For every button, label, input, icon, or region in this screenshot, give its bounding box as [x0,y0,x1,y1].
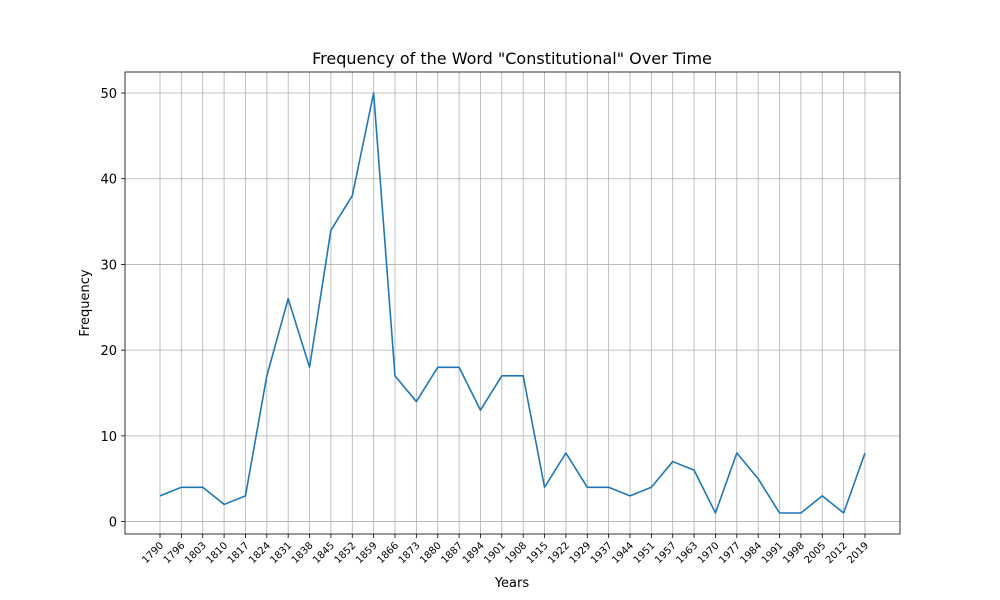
x-tick-label: 1957 [653,540,679,566]
x-axis-ticks: 1790179618031810181718241831183818451852… [140,534,871,566]
x-tick-label: 1937 [589,540,615,566]
series-line [159,92,866,514]
plot-frame [124,71,901,535]
x-tick-label: 1796 [162,540,188,566]
x-tick-label: 1824 [247,540,273,566]
x-tick-label: 1929 [568,540,594,566]
x-tick-label: 1984 [739,540,765,566]
x-tick-label: 1922 [546,540,572,566]
x-tick-label: 1970 [696,540,722,566]
y-tick-label: 0 [109,516,117,531]
y-axis-label: Frequency [78,269,93,336]
x-tick-label: 1873 [397,540,423,566]
y-tick-label: 50 [100,87,117,102]
x-tick-label: 1845 [311,540,337,566]
y-axis-ticks: 0 10 20 30 40 50 [100,87,125,531]
x-tick-label: 1810 [204,540,230,566]
x-tick-label: 1790 [140,540,166,566]
x-tick-label: 1977 [717,540,743,566]
x-tick-label: 1991 [760,540,786,566]
y-tick-label: 30 [100,258,117,273]
x-tick-label: 1852 [333,540,359,566]
x-tick-label: 1803 [183,540,209,566]
x-axis-label: Years [494,576,530,591]
y-tick-label: 40 [100,173,117,188]
y-tick-label: 20 [100,344,117,359]
x-tick-label: 1859 [354,540,380,566]
x-tick-label: 2019 [845,540,871,566]
x-tick-label: 1880 [418,540,444,566]
x-tick-label: 1944 [610,540,636,566]
x-tick-label: 1894 [461,540,487,566]
x-tick-label: 1838 [290,540,316,566]
x-tick-label: 1817 [226,540,252,566]
chart-title: Frequency of the Word "Constitutional" O… [312,49,712,68]
x-tick-label: 1887 [439,540,465,566]
x-tick-label: 1908 [504,540,530,566]
y-tick-label: 10 [100,430,117,445]
x-tick-label: 1963 [674,540,700,566]
x-tick-label: 1951 [632,540,658,566]
x-tick-label: 2005 [803,540,829,566]
x-tick-label: 1915 [525,540,551,566]
grid [125,72,900,534]
x-tick-label: 1866 [375,540,401,566]
x-tick-label: 1901 [482,540,508,566]
x-tick-label: 1998 [781,540,807,566]
x-tick-label: 1831 [269,540,295,566]
x-tick-label: 2012 [824,540,850,566]
